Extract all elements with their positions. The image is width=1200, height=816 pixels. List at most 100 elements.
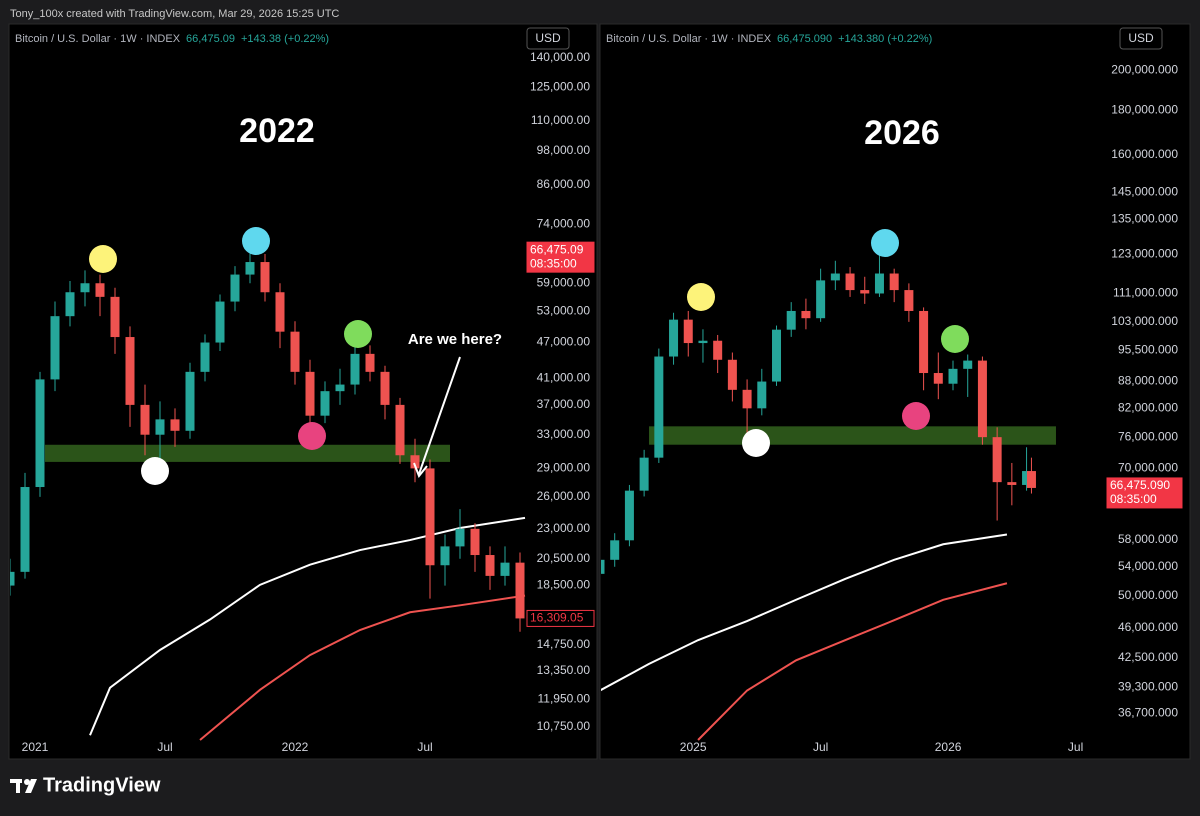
candle-body <box>215 301 225 343</box>
y-tick-label: 41,000.00 <box>537 370 591 384</box>
y-tick-label: 200,000.000 <box>1111 62 1178 76</box>
candle-body <box>698 340 708 344</box>
candle-body <box>977 360 987 438</box>
y-tick-label: 125,000.00 <box>530 80 590 94</box>
y-tick-label: 29,000.00 <box>537 461 591 475</box>
price-change: +143.38 (+0.22%) <box>241 33 329 45</box>
candle-body <box>801 310 811 319</box>
y-tick-label: 76,000.000 <box>1118 429 1178 443</box>
candle-body <box>610 540 620 560</box>
y-tick-label: 98,000.00 <box>537 143 591 157</box>
symbol: Bitcoin / U.S. Dollar · 1W · INDEX <box>606 33 772 45</box>
y-tick-label: 53,000.00 <box>537 303 591 317</box>
last-price: 66,475.09 <box>186 33 235 45</box>
candle-body <box>485 555 495 576</box>
candle-body <box>830 273 840 281</box>
y-tick-label: 74,000.00 <box>537 216 591 230</box>
candle-body <box>65 292 75 317</box>
candle-body <box>742 389 752 409</box>
marker-circle <box>687 283 715 311</box>
candle-body <box>425 468 435 566</box>
y-tick-label: 36,700.000 <box>1118 705 1178 719</box>
candle-body <box>757 381 767 409</box>
price-tag-countdown: 08:35:00 <box>1110 492 1157 506</box>
candle-body <box>260 262 270 293</box>
logo-part <box>16 779 20 793</box>
price-tag <box>1106 477 1183 509</box>
candle-body <box>683 319 693 344</box>
y-tick-label: 59,000.00 <box>537 275 591 289</box>
panel-left <box>8 23 598 760</box>
y-tick-label: 70,000.000 <box>1118 461 1178 475</box>
candle-body <box>786 310 796 330</box>
candle-body <box>845 273 855 291</box>
plot-left <box>10 248 526 741</box>
candle-body <box>350 353 360 385</box>
currency-label: USD <box>535 31 561 45</box>
y-tick-label: 82,000.000 <box>1118 401 1178 415</box>
candle-body <box>470 528 480 556</box>
candle-body <box>1026 471 1036 488</box>
y-tick-label: 10,750.00 <box>537 719 591 733</box>
moving-average <box>89 516 526 736</box>
candle-body <box>170 419 180 431</box>
y-tick-label: 23,000.00 <box>537 521 591 535</box>
candle-body <box>410 455 420 469</box>
y-tick-label: 20,500.00 <box>537 551 591 565</box>
currency-button[interactable] <box>1119 27 1163 50</box>
y-tick-label: 135,000.000 <box>1111 211 1178 225</box>
candle-body <box>275 292 285 332</box>
y-tick-label: 180,000.000 <box>1111 102 1178 116</box>
y-tick-label: 33,000.00 <box>537 427 591 441</box>
price-tag <box>526 609 595 627</box>
x-tick-label: 2026 <box>935 740 962 754</box>
candle-body <box>992 437 1002 483</box>
candle-body <box>395 404 405 456</box>
marker-circle <box>941 325 969 353</box>
y-tick-label: 42,500.000 <box>1118 650 1178 664</box>
support-zone <box>45 444 450 462</box>
y-tick-label: 86,000.00 <box>537 177 591 191</box>
y-tick-label: 46,000.000 <box>1118 620 1178 634</box>
candle-body <box>245 262 255 275</box>
price-change: +143.380 (+0.22%) <box>838 33 932 45</box>
y-tick-label: 50,000.000 <box>1118 588 1178 602</box>
x-tick-label: Jul <box>1068 740 1083 754</box>
y-tick-label: 11,950.00 <box>538 692 591 706</box>
candle-body <box>185 371 195 431</box>
candle-body <box>639 457 649 491</box>
candle-body <box>515 562 525 619</box>
moving-average <box>601 533 1008 692</box>
brand-logo: TradingView <box>10 774 161 796</box>
y-tick-label: 88,000.000 <box>1118 374 1178 388</box>
candle-body <box>140 404 150 435</box>
chart-title: 2026 <box>864 114 940 152</box>
candle-body <box>948 368 958 384</box>
price-tag-label: 66,475.090 <box>1110 478 1170 492</box>
y-tick-label: 160,000.000 <box>1111 147 1178 161</box>
marker-circle <box>871 229 899 257</box>
y-tick-label: 47,000.00 <box>537 335 591 349</box>
y-tick-label: 54,000.000 <box>1118 559 1178 573</box>
x-tick-label: Jul <box>157 740 172 754</box>
candle-body <box>669 319 679 357</box>
x-tick-label: 2025 <box>680 740 707 754</box>
annotation: Are we here? <box>408 331 502 348</box>
candle-body <box>624 490 634 541</box>
logo-part <box>24 779 30 785</box>
y-tick-label: 14,750.00 <box>537 637 591 651</box>
watermark: Tony_100x created with TradingView.com, … <box>10 8 339 20</box>
price-tag <box>526 241 595 273</box>
y-tick-label: 103,000.000 <box>1111 314 1178 328</box>
y-tick-label: 110,000.00 <box>531 113 590 127</box>
candle-body <box>933 373 943 384</box>
currency-button[interactable] <box>526 27 570 50</box>
y-tick-label: 95,500.000 <box>1118 343 1178 357</box>
x-tick-label: Jul <box>813 740 828 754</box>
x-tick-label: 2022 <box>282 740 309 754</box>
y-tick-label: 13,350.00 <box>537 663 591 677</box>
candle-body <box>230 274 240 302</box>
candle-body <box>50 316 60 380</box>
candle-body <box>10 571 15 586</box>
